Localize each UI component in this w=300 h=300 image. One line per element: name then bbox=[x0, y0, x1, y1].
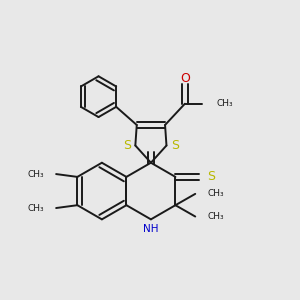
Text: CH₃: CH₃ bbox=[28, 203, 44, 212]
Text: CH₃: CH₃ bbox=[28, 169, 44, 178]
Text: CH₃: CH₃ bbox=[208, 189, 225, 198]
Text: CH₃: CH₃ bbox=[216, 99, 232, 108]
Text: CH₃: CH₃ bbox=[208, 212, 225, 221]
Text: S: S bbox=[171, 139, 179, 152]
Text: NH: NH bbox=[143, 224, 159, 234]
Text: S: S bbox=[123, 139, 131, 152]
Text: O: O bbox=[180, 72, 190, 85]
Text: S: S bbox=[207, 170, 215, 183]
